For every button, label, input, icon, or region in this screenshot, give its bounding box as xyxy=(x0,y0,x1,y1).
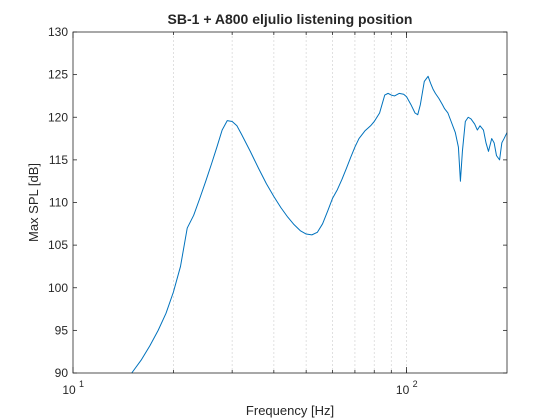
x-tick-exponent: 1 xyxy=(79,379,84,389)
y-tick-label: 120 xyxy=(48,110,68,124)
y-tick-label: 95 xyxy=(55,323,69,337)
y-axis-label: Max SPL [dB] xyxy=(26,163,41,242)
x-axis: 10 1 10 2 xyxy=(62,32,418,397)
y-tick-label: 110 xyxy=(49,196,68,210)
y-tick-label: 105 xyxy=(48,238,68,252)
series-line xyxy=(131,75,508,374)
plot-area xyxy=(73,32,507,373)
x-tick-label: 10 xyxy=(396,383,410,397)
x-tick-exponent: 2 xyxy=(413,379,418,389)
x-tick-label: 10 xyxy=(62,383,76,397)
y-tick-label: 130 xyxy=(48,25,68,39)
y-tick-label: 115 xyxy=(49,153,68,167)
y-tick-label: 125 xyxy=(48,68,68,82)
grid xyxy=(173,32,407,373)
data-layer xyxy=(131,75,508,374)
y-axis: 90 95 100 105 110 115 120 125 130 xyxy=(48,25,507,380)
chart-title: SB-1 + A800 eljulio listening position xyxy=(168,11,413,27)
y-tick-label: 100 xyxy=(48,281,68,295)
y-tick-label: 90 xyxy=(55,366,69,380)
x-axis-label: Frequency [Hz] xyxy=(246,403,334,418)
